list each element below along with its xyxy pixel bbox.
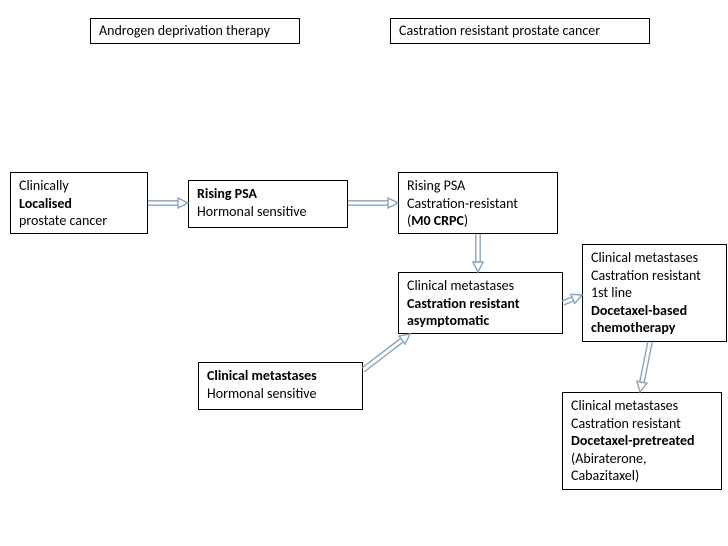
node-pretreated: Clinical metastasesCastration resistantD… — [562, 392, 722, 490]
header-adt-text: Androgen deprivation therapy — [99, 22, 270, 40]
header-crpc: Castration resistant prostate cancer — [390, 18, 650, 44]
node-localised: ClinicallyLocalisedprostate cancer — [10, 172, 148, 234]
node-rising-psa-hs: Rising PSAHormonal sensitive — [188, 180, 348, 228]
node-m0crpc: Rising PSACastration-resistant(M0 CRPC) — [398, 172, 558, 234]
header-adt: Androgen deprivation therapy — [90, 18, 300, 44]
node-cm-hs: Clinical metastasesHormonal sensitive — [198, 362, 363, 410]
node-cr-asymp: Clinical metastasesCastration resistanta… — [398, 272, 563, 334]
node-firstline: Clinical metastasesCastration resistant1… — [582, 244, 727, 342]
header-crpc-text: Castration resistant prostate cancer — [399, 22, 600, 40]
flowchart-container: Androgen deprivation therapy Castration … — [0, 0, 728, 546]
